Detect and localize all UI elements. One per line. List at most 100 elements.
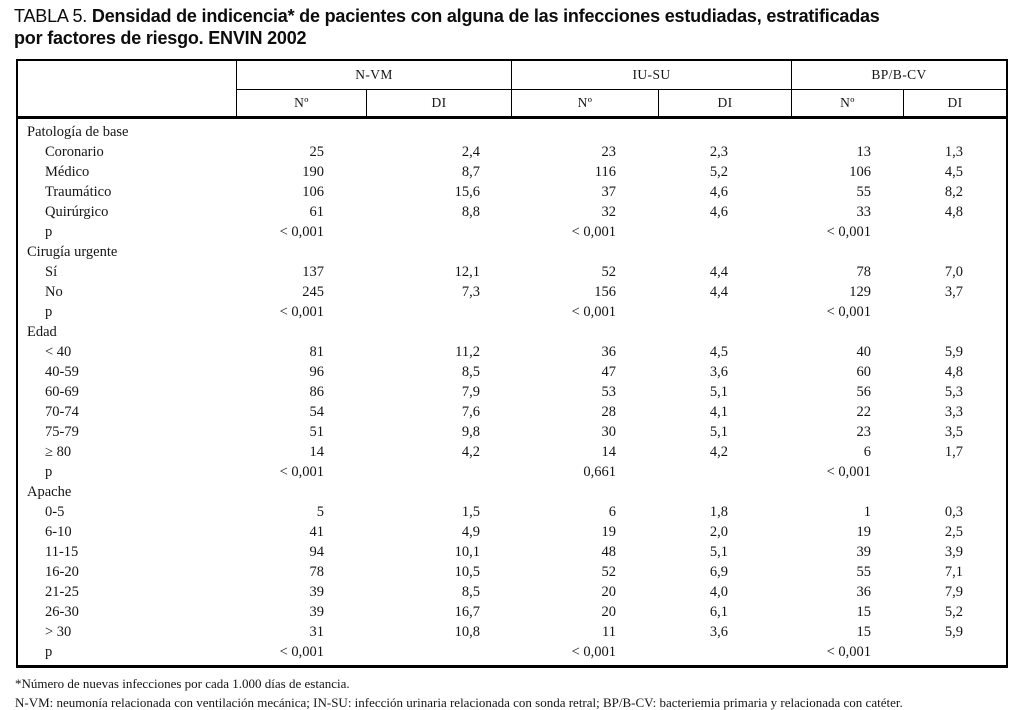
cell-bpbcv-di: 7,1: [944, 564, 963, 580]
cell-bpbcv-di: 4,5: [944, 164, 963, 180]
cell-bpbcv-di: [904, 642, 1006, 662]
cell-nvm-di: 9,8: [461, 424, 480, 440]
cell-nvm-n: 41: [309, 524, 325, 540]
table-title: TABLA 5. Densidad de indicencia* de paci…: [14, 6, 1016, 49]
cell-nvm-n: 106: [302, 184, 324, 200]
cell-iusu-di: 6,9: [709, 564, 728, 580]
cell-iusu-n: 53: [601, 384, 617, 400]
section-label: Apache: [27, 484, 72, 500]
row-label: 11-15: [45, 544, 79, 560]
cell-iusu-n: 156: [594, 284, 616, 300]
cell-iusu-di: 4,2: [709, 444, 728, 460]
cell-iusu-n: 19: [601, 524, 617, 540]
cell-bpbcv-n: 1: [863, 504, 871, 520]
cell-iusu-n: < 0,001: [571, 304, 616, 320]
data-table: N-VM IU-SU BP/B-CV Nº DI Nº DI Nº DI Pat…: [16, 59, 1008, 668]
table-row: Traumático 106 15,6 37 4,6 55 8,2: [18, 182, 1006, 202]
section-label: Edad: [27, 324, 57, 340]
footnotes: *Número de nuevas infecciones por cada 1…: [15, 674, 1016, 710]
cell-nvm-di: [367, 302, 512, 322]
row-label: 26-30: [45, 604, 79, 620]
table-body: Patología de base Coronario 25 2,4 23 2,…: [18, 119, 1006, 665]
cell-iusu-n: 23: [601, 144, 617, 160]
cell-iusu-di: 2,0: [709, 524, 728, 540]
cell-iusu-di: [659, 462, 792, 482]
cell-bpbcv-n: 40: [856, 344, 872, 360]
row-label: 70-74: [45, 404, 79, 420]
table-row: 40-59 96 8,5 47 3,6 60 4,8: [18, 362, 1006, 382]
row-label: No: [45, 284, 63, 300]
row-label: > 30: [45, 624, 72, 640]
cell-iusu-n: 48: [601, 544, 617, 560]
table-row: 16-20 78 10,5 52 6,9 55 7,1: [18, 562, 1006, 582]
row-label: 75-79: [45, 424, 79, 440]
cell-nvm-n: 245: [302, 284, 324, 300]
cell-iusu-n: 52: [601, 564, 617, 580]
cell-iusu-n: 116: [594, 164, 616, 180]
cell-nvm-n: 14: [309, 444, 325, 460]
cell-bpbcv-n: 56: [856, 384, 872, 400]
cell-bpbcv-di: 4,8: [944, 364, 963, 380]
cell-bpbcv-di: [904, 302, 1006, 322]
cell-bpbcv-n: 78: [856, 264, 872, 280]
cell-bpbcv-di: 5,3: [944, 384, 963, 400]
cell-nvm-n: 25: [309, 144, 325, 160]
document-page: TABLA 5. Densidad de indicencia* de paci…: [0, 6, 1024, 710]
cell-nvm-n: < 0,001: [279, 644, 324, 660]
cell-bpbcv-di: 4,8: [944, 204, 963, 220]
cell-iusu-di: 4,6: [709, 204, 728, 220]
cell-nvm-n: 39: [309, 584, 325, 600]
cell-nvm-di: 10,8: [454, 624, 480, 640]
cell-bpbcv-di: 3,7: [944, 284, 963, 300]
cell-bpbcv-n: < 0,001: [826, 644, 871, 660]
cell-iusu-di: 1,8: [709, 504, 728, 520]
cell-nvm-n: < 0,001: [279, 224, 324, 240]
cell-bpbcv-di: 2,5: [944, 524, 963, 540]
row-label: 60-69: [45, 384, 79, 400]
cell-iusu-n: 14: [601, 444, 617, 460]
cell-nvm-n: < 0,001: [279, 304, 324, 320]
cell-iusu-di: 3,6: [709, 624, 728, 640]
table-row: p < 0,001 < 0,001 < 0,001: [18, 302, 1006, 322]
cell-iusu-di: 5,1: [709, 424, 728, 440]
cell-nvm-n: 31: [309, 624, 325, 640]
table-row: p < 0,001 < 0,001 < 0,001: [18, 642, 1006, 662]
cell-nvm-di: 15,6: [454, 184, 480, 200]
section-row: Cirugía urgente: [18, 242, 1006, 262]
cell-nvm-n: 137: [302, 264, 324, 280]
cell-nvm-di: 10,5: [454, 564, 480, 580]
cell-bpbcv-di: [904, 462, 1006, 482]
row-label: Sí: [45, 264, 58, 280]
subheader-bpbcv-di: DI: [947, 95, 963, 110]
cell-bpbcv-n: 23: [856, 424, 872, 440]
cell-bpbcv-di: 5,9: [944, 344, 963, 360]
cell-nvm-di: [367, 222, 512, 242]
cell-nvm-n: 61: [309, 204, 325, 220]
cell-bpbcv-n: < 0,001: [826, 224, 871, 240]
section-label: Patología de base: [27, 124, 129, 140]
table-title-line1: TABLA 5. Densidad de indicencia* de paci…: [14, 6, 1016, 28]
row-label: Quirúrgico: [45, 204, 109, 220]
cell-bpbcv-n: 106: [849, 164, 871, 180]
subheader-nvm-di: DI: [367, 90, 512, 116]
row-label: Traumático: [45, 184, 112, 200]
cell-nvm-di: [367, 642, 512, 662]
row-label: p: [45, 644, 53, 660]
cell-bpbcv-n: 33: [856, 204, 872, 220]
cell-iusu-n: 0,661: [583, 464, 616, 480]
row-label: 40-59: [45, 364, 79, 380]
table-row: p < 0,001 < 0,001 < 0,001: [18, 222, 1006, 242]
cell-bpbcv-di: 3,5: [944, 424, 963, 440]
row-label: 0-5: [45, 504, 65, 520]
cell-bpbcv-n: 36: [856, 584, 872, 600]
cell-bpbcv-di: 7,0: [944, 264, 963, 280]
cell-iusu-di: 4,6: [709, 184, 728, 200]
cell-bpbcv-n: < 0,001: [826, 304, 871, 320]
subheader-nvm-n: Nº: [237, 90, 367, 116]
cell-iusu-n: 47: [601, 364, 617, 380]
cell-nvm-di: 10,1: [454, 544, 480, 560]
cell-nvm-n: 81: [309, 344, 325, 360]
cell-nvm-di: [367, 462, 512, 482]
table-row: 6-10 41 4,9 19 2,0 19 2,5: [18, 522, 1006, 542]
table-row: 60-69 86 7,9 53 5,1 56 5,3: [18, 382, 1006, 402]
